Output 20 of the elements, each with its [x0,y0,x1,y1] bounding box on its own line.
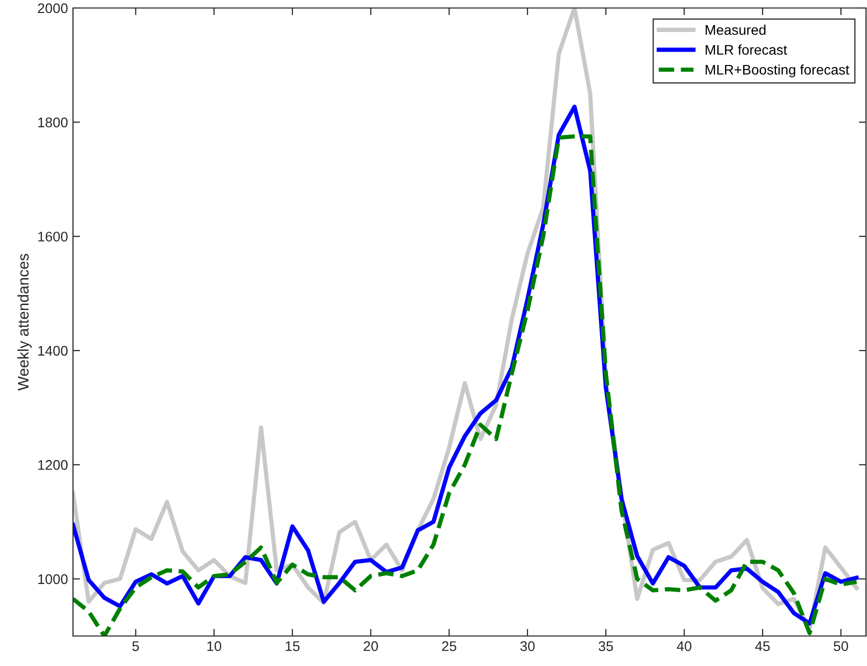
x-tick-label: 15 [286,641,300,652]
x-tick-label: 30 [520,641,535,652]
x-tick-label: 45 [755,641,770,652]
x-tick-label: 5 [132,641,139,652]
legend-label: Measured [706,24,766,35]
y-tick-label: 1600 [38,232,68,242]
x-tick-label: 25 [442,641,456,652]
y-tick-label: 1200 [38,460,68,470]
y-tick-label: 1800 [38,118,68,128]
x-tick-label: 40 [676,641,692,652]
x-tick-label: 10 [207,641,222,652]
y-tick-label: 1000 [38,574,68,584]
x-tick-label: 50 [834,641,848,652]
legend-label: MLR+Boosting forecast [706,64,850,78]
y-tick-label: 1400 [38,346,68,356]
x-tick-label: 20 [364,641,378,652]
x-tick-label: 35 [598,641,613,652]
y-tick-label: 2000 [38,3,68,14]
y-axis-title: Weekly attendances [17,254,32,391]
legend-label: MLR forecast [706,44,788,55]
